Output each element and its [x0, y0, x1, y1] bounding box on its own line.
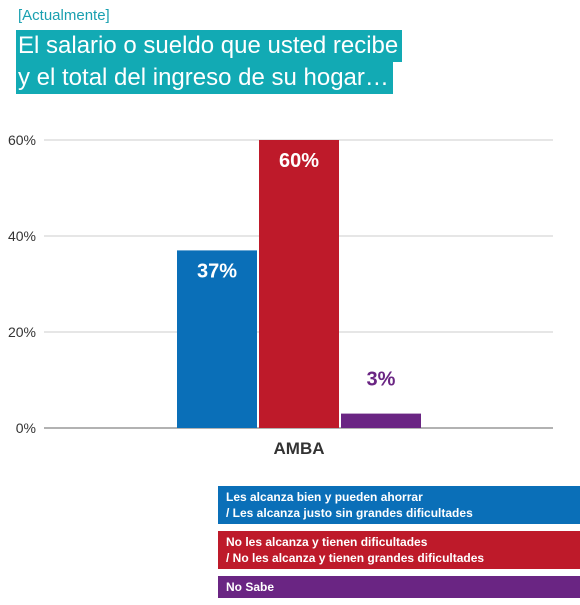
legend-item-no-alcanza-line-2: / No les alcanza y tienen grandes dificu…	[226, 551, 485, 565]
legend-item-no-alcanza: No les alcanza y tienen dificultades / N…	[218, 531, 580, 569]
y-tick-label-0: 0%	[16, 420, 36, 436]
title-line-1: El salario o sueldo que usted recibe	[16, 30, 403, 62]
data-label-series-2: 3%	[367, 369, 396, 391]
data-label-series-0: 37%	[197, 260, 237, 282]
bar-chart: 0% 20% 40% 60% 37% 60% 3% AMBA	[8, 132, 553, 458]
y-tick-label-60: 60%	[8, 132, 36, 148]
legend-item-no-sabe-line-1: No Sabe	[226, 580, 275, 594]
legend-item-alcanza-line-2: / Les alcanza justo sin grandes dificult…	[226, 506, 473, 520]
legend-item-alcanza: Les alcanza bien y pueden ahorrar / Les …	[218, 486, 580, 524]
legend-item-alcanza-line-1: Les alcanza bien y pueden ahorrar	[226, 490, 423, 504]
y-tick-label-40: 40%	[8, 228, 36, 244]
bar-series-0	[177, 250, 257, 428]
data-label-series-1: 60%	[279, 150, 319, 172]
bar-series-1	[259, 140, 339, 428]
chart-subtitle: [Actualmente]	[18, 7, 110, 24]
bar-series-2	[341, 413, 421, 428]
legend-item-no-alcanza-line-1: No les alcanza y tienen dificultades	[226, 535, 428, 549]
title-line-2: y el total del ingreso de su hogar…	[16, 62, 393, 94]
legend-item-no-sabe: No Sabe	[218, 576, 580, 598]
x-category-label-0: AMBA	[274, 439, 325, 458]
y-tick-label-20: 20%	[8, 324, 36, 340]
chart-title: El salario o sueldo que usted recibe y e…	[16, 30, 403, 94]
legend: Les alcanza bien y pueden ahorrar / Les …	[218, 486, 580, 605]
